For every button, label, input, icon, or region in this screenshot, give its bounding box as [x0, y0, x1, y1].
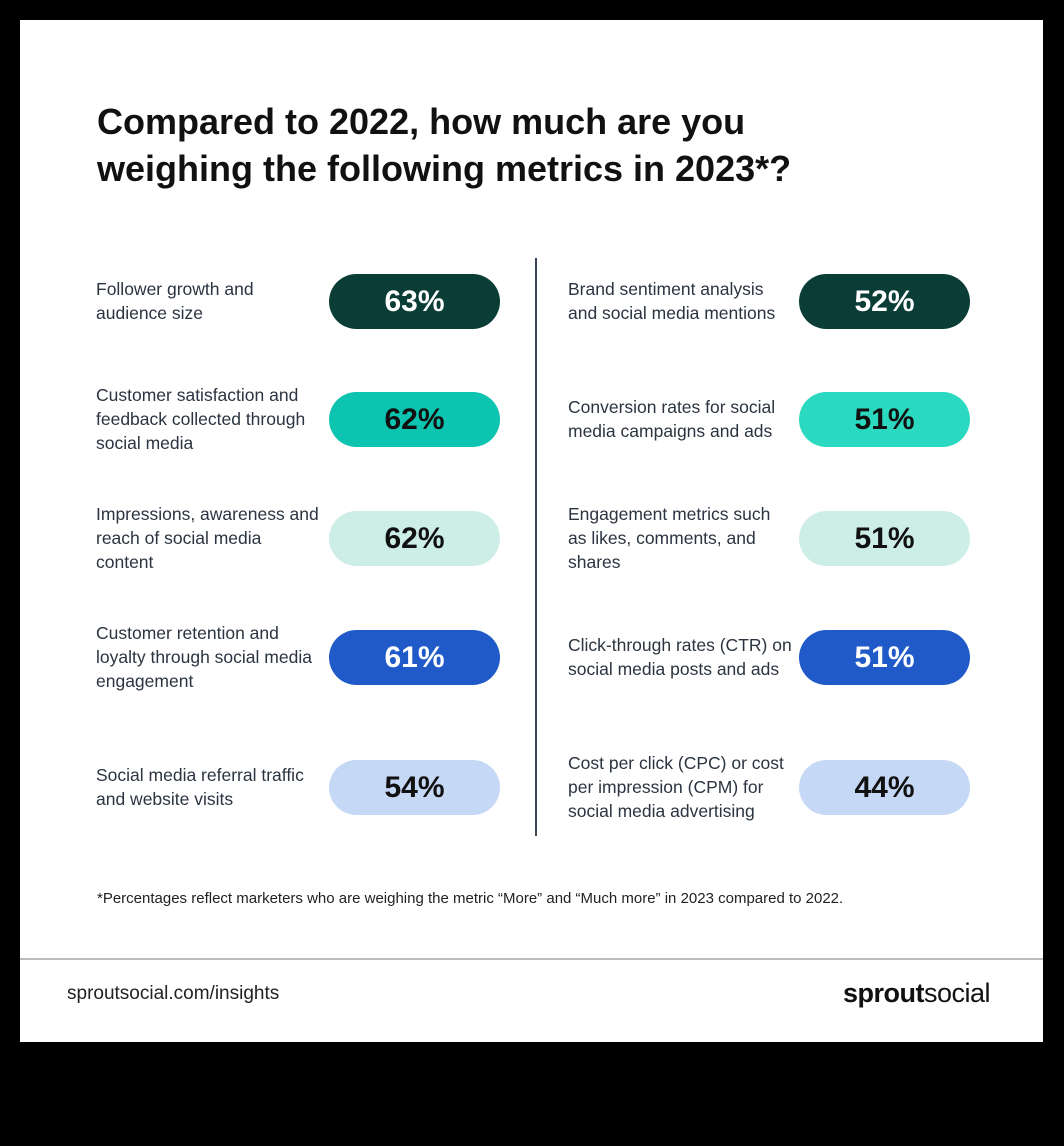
metric-label: Click-through rates (CTR) on social medi…: [568, 635, 792, 679]
metric-label: Cost per click (CPC) or cost per impress…: [568, 753, 784, 821]
metric-label: Follower growth and audience size: [96, 279, 254, 323]
metric-value-pill: 51%: [799, 630, 970, 685]
metric-value-pill: 61%: [329, 630, 500, 685]
metric-value-pill: 51%: [799, 511, 970, 566]
metric-label: Impressions, awareness and reach of soci…: [96, 504, 319, 572]
metric-value-pill: 62%: [329, 392, 500, 447]
infographic-card: Compared to 2022, how much are you weigh…: [20, 20, 1043, 1042]
metric-label: Brand sentiment analysis and social medi…: [568, 279, 776, 323]
metric-value-pill: 63%: [329, 274, 500, 329]
metric-label: Customer retention and loyalty through s…: [96, 623, 312, 691]
metric-value-pill: 54%: [329, 760, 500, 815]
metric-label: Customer satisfaction and feedback colle…: [96, 385, 306, 453]
footer-url: sproutsocial.com/insights: [67, 983, 280, 1004]
chart-title: Compared to 2022, how much are you weigh…: [97, 101, 792, 189]
logo-light-part: social: [923, 978, 991, 1008]
metric-label: Engagement metrics such as likes, commen…: [568, 504, 771, 572]
footnote: *Percentages reflect marketers who are w…: [97, 890, 844, 907]
metric-label: Conversion rates for social media campai…: [568, 397, 776, 441]
column-divider: [535, 258, 537, 836]
metric-value-pill: 62%: [329, 511, 500, 566]
logo-bold-part: sprout: [842, 978, 925, 1008]
sproutsocial-logo: sproutsocial: [842, 978, 991, 1009]
footer-divider: [20, 958, 1043, 960]
metric-label: Social media referral traffic and websit…: [96, 765, 304, 809]
metric-value-pill: 52%: [799, 274, 970, 329]
metric-value-pill: 51%: [799, 392, 970, 447]
metric-value-pill: 44%: [799, 760, 970, 815]
